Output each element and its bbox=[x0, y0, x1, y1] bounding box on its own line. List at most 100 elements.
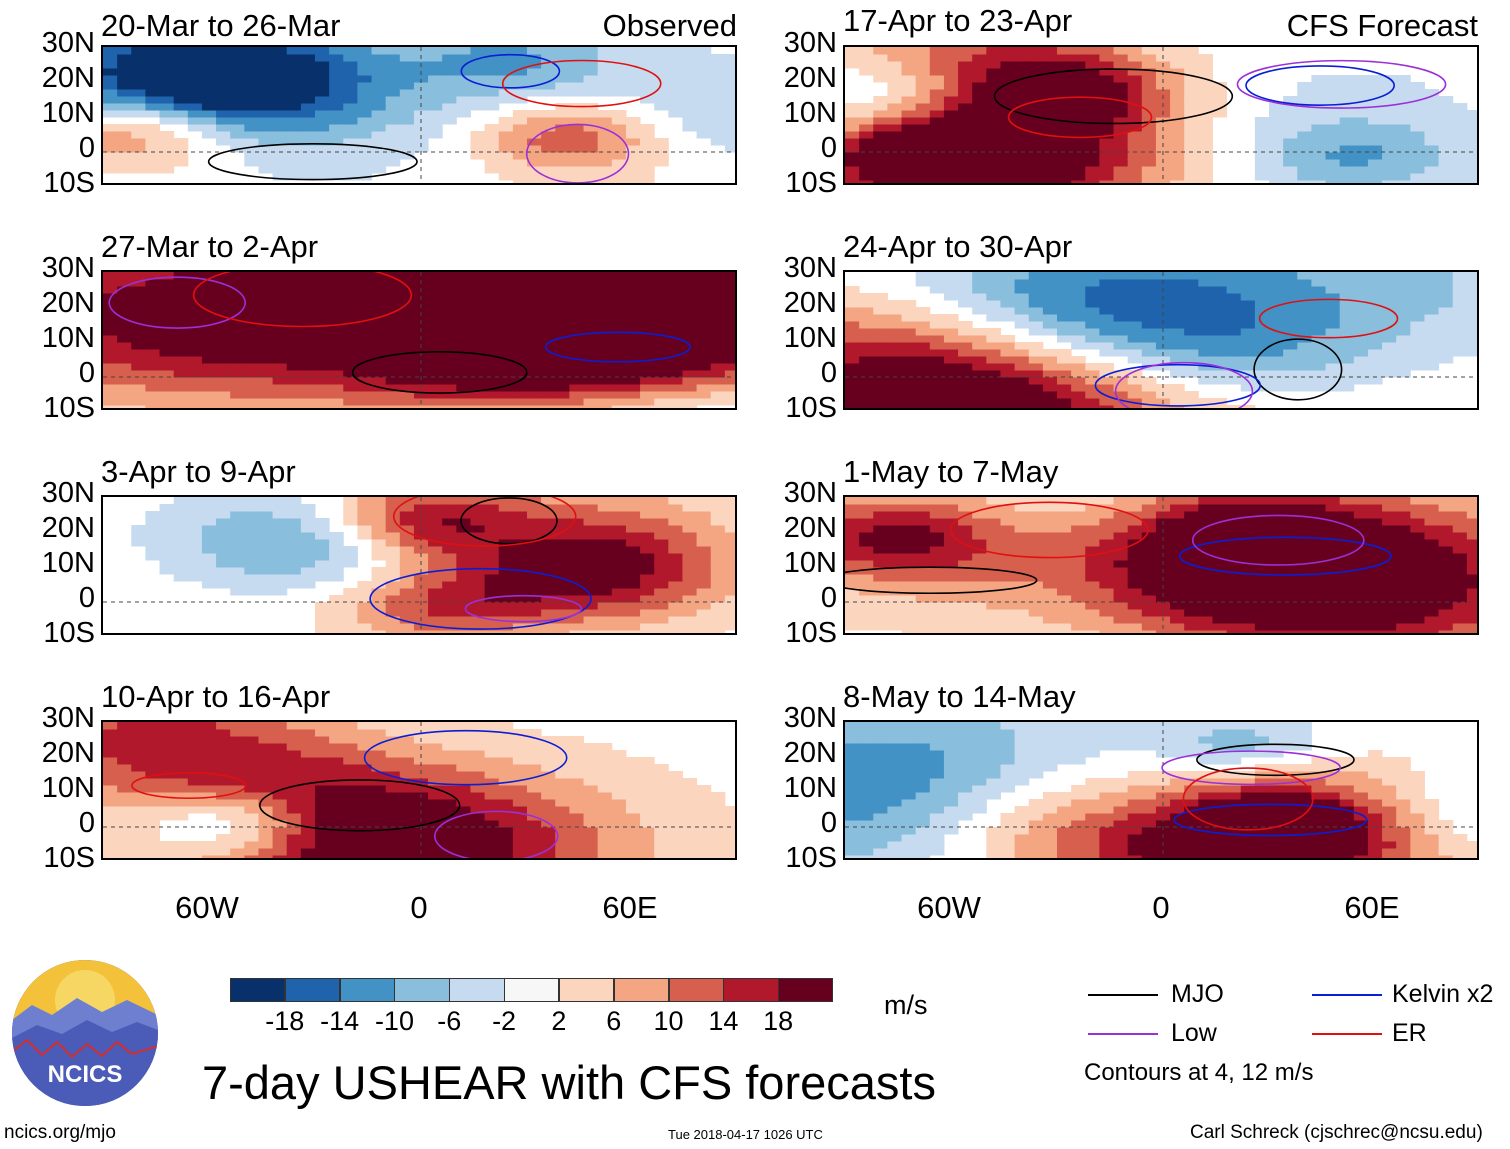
heat-cell bbox=[244, 124, 259, 132]
heat-cell bbox=[873, 398, 888, 406]
heat-cell bbox=[470, 616, 486, 624]
heat-cell bbox=[682, 827, 698, 835]
heat-cell bbox=[527, 342, 542, 350]
heat-cell bbox=[986, 398, 1001, 406]
heat-cell bbox=[399, 567, 415, 575]
heat-cell bbox=[357, 799, 373, 807]
heat-cell bbox=[145, 96, 161, 104]
heat-cell bbox=[555, 117, 570, 125]
heat-cell bbox=[399, 757, 415, 765]
heat-cell bbox=[1085, 328, 1100, 336]
heat-cell bbox=[1028, 504, 1044, 512]
heat-cell bbox=[640, 89, 655, 97]
heat-cell bbox=[972, 497, 987, 505]
heat-cell bbox=[117, 342, 132, 350]
heat-cell bbox=[569, 405, 585, 408]
heat-cell bbox=[986, 581, 1001, 589]
heat-cell bbox=[724, 609, 735, 617]
heat-cell bbox=[244, 131, 259, 139]
heat-cell bbox=[654, 848, 669, 856]
heat-cell bbox=[385, 539, 401, 547]
heat-cell bbox=[845, 173, 860, 181]
heat-cell bbox=[286, 497, 302, 505]
heat-cell bbox=[272, 511, 288, 519]
heat-cell bbox=[682, 75, 698, 83]
heat-cell bbox=[470, 799, 486, 807]
heat-cell bbox=[103, 792, 118, 800]
heat-cell bbox=[1184, 96, 1199, 104]
heat-cell bbox=[625, 785, 641, 793]
heat-cell bbox=[428, 792, 443, 800]
heat-cell bbox=[1311, 293, 1327, 301]
heat-cell bbox=[654, 602, 669, 610]
heat-cell bbox=[329, 370, 344, 378]
heat-cell bbox=[583, 574, 599, 582]
heat-cell bbox=[371, 405, 387, 408]
heat-cell bbox=[385, 89, 401, 97]
heat-cell bbox=[428, 722, 443, 730]
heat-cell bbox=[1424, 159, 1440, 167]
heat-cell bbox=[1452, 342, 1468, 350]
heat-cell bbox=[625, 321, 641, 329]
heat-cell bbox=[300, 75, 316, 83]
heat-cell bbox=[428, 743, 443, 751]
heat-cell bbox=[1226, 356, 1242, 364]
heat-cell bbox=[901, 75, 917, 83]
heat-cell bbox=[597, 68, 613, 76]
heat-cell bbox=[512, 518, 528, 526]
heat-cell bbox=[541, 778, 556, 786]
heat-cell bbox=[456, 750, 471, 758]
heat-cell bbox=[399, 729, 415, 737]
heat-cell bbox=[456, 335, 471, 343]
heat-cell bbox=[300, 820, 316, 828]
heat-cell bbox=[371, 743, 387, 751]
heat-cell bbox=[399, 82, 415, 90]
heat-cell bbox=[901, 321, 917, 329]
heat-cell bbox=[413, 525, 429, 533]
heat-cell bbox=[117, 722, 132, 730]
heat-cell bbox=[145, 349, 161, 357]
heat-cell bbox=[159, 54, 175, 62]
heat-cell bbox=[1000, 145, 1016, 153]
heat-cell bbox=[1184, 180, 1199, 183]
heat-cell bbox=[117, 391, 132, 399]
heat-cell bbox=[541, 321, 556, 329]
heat-cell bbox=[943, 567, 959, 575]
heat-cell bbox=[710, 792, 726, 800]
heat-cell bbox=[1269, 110, 1284, 118]
heat-cell bbox=[512, 124, 528, 132]
heat-cell bbox=[498, 398, 514, 406]
heat-cell bbox=[131, 370, 146, 378]
heat-cell bbox=[173, 497, 189, 505]
heat-cell bbox=[145, 539, 161, 547]
heat-cell bbox=[201, 771, 217, 779]
heat-cell bbox=[682, 785, 698, 793]
heat-cell bbox=[611, 75, 627, 83]
heat-cell bbox=[583, 75, 599, 83]
heat-cell bbox=[385, 771, 401, 779]
heat-cell bbox=[145, 342, 161, 350]
heat-cell bbox=[972, 511, 987, 519]
heat-cell bbox=[329, 834, 344, 842]
heatmap-panel bbox=[843, 270, 1479, 410]
heat-cell bbox=[640, 609, 655, 617]
heat-cell bbox=[1042, 279, 1058, 287]
heat-cell bbox=[901, 511, 917, 519]
heat-cell bbox=[625, 166, 641, 174]
heat-cell bbox=[1042, 623, 1058, 631]
heat-cell bbox=[929, 588, 945, 596]
heat-cell bbox=[315, 82, 330, 90]
heat-cell bbox=[131, 792, 146, 800]
heat-cell bbox=[131, 349, 146, 357]
heat-cell bbox=[597, 855, 613, 858]
heat-cell bbox=[258, 279, 274, 287]
heat-cell bbox=[1198, 82, 1213, 90]
heat-cell bbox=[1353, 180, 1369, 183]
heat-cell bbox=[1170, 47, 1185, 55]
heat-cell bbox=[343, 799, 358, 807]
heat-cell bbox=[1311, 110, 1327, 118]
heat-cell bbox=[1466, 159, 1477, 167]
heat-cell bbox=[1170, 180, 1185, 183]
heat-cell bbox=[272, 166, 288, 174]
heat-cell bbox=[244, 504, 259, 512]
